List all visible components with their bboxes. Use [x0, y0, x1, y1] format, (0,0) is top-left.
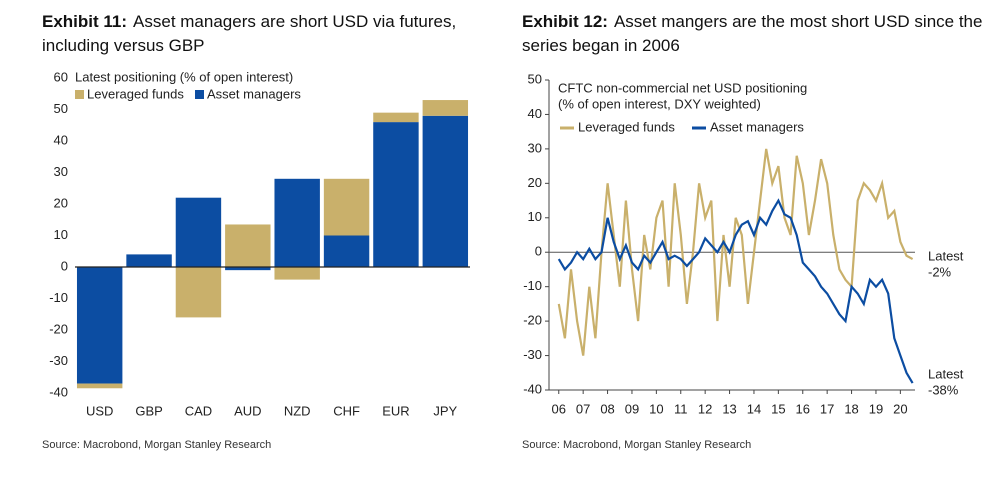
y-tick-label: -10 — [49, 290, 68, 305]
y-tick-label: -40 — [523, 381, 542, 396]
annotation: -38% — [928, 383, 959, 398]
legend-swatch — [75, 90, 84, 99]
x-tick-label: 19 — [869, 401, 883, 416]
y-tick-label: -20 — [49, 321, 68, 336]
bar — [422, 100, 469, 116]
x-tick-label: 10 — [649, 401, 663, 416]
x-tick-label: 12 — [698, 401, 712, 416]
bar — [225, 224, 271, 267]
y-tick-label: -30 — [523, 347, 542, 362]
y-tick-label: -30 — [49, 353, 68, 368]
y-tick-label: 10 — [528, 209, 542, 224]
legend-label: Leveraged funds — [578, 119, 675, 134]
line-series — [557, 148, 914, 356]
x-tick-label: 16 — [796, 401, 810, 416]
title-text: Asset mangers are the most short USD sin… — [522, 12, 983, 55]
x-tick-label: AUD — [234, 403, 261, 418]
x-tick-label: 14 — [747, 401, 761, 416]
y-tick-label: 40 — [54, 132, 68, 147]
bar — [126, 254, 172, 267]
bar — [323, 235, 370, 267]
x-tick-label: 17 — [820, 401, 834, 416]
y-tick-label: 40 — [528, 106, 542, 121]
y-tick-label: 30 — [54, 164, 68, 179]
source: Source: Macrobond, Morgan Stanley Resear… — [42, 439, 271, 451]
bar — [373, 122, 419, 267]
x-tick-label: 08 — [600, 401, 614, 416]
bar — [323, 178, 370, 236]
x-tick-label: JPY — [433, 403, 457, 418]
annotation: -2% — [928, 265, 952, 280]
annotation: Latest — [928, 367, 964, 382]
x-tick-label: CAD — [185, 403, 212, 418]
subtitle: CFTC non-commercial net USD positioning — [558, 80, 807, 95]
y-tick-label: 30 — [528, 140, 542, 155]
chart-title: Exhibit 12: Asset mangers are the most sh… — [522, 10, 987, 58]
x-tick-label: CHF — [333, 403, 360, 418]
x-tick-label: EUR — [382, 403, 409, 418]
y-tick-label: 20 — [528, 175, 542, 190]
x-tick-label: USD — [86, 403, 113, 418]
y-tick-label: -20 — [523, 313, 542, 328]
y-tick-label: -40 — [49, 384, 68, 399]
annotation: Latest — [928, 249, 964, 264]
legend-swatch — [195, 90, 204, 99]
legend-label: Asset managers — [710, 119, 804, 134]
y-tick-label: -10 — [523, 278, 542, 293]
bar — [225, 267, 271, 271]
title-label: Exhibit 11: — [42, 12, 128, 31]
bar — [175, 267, 222, 318]
x-tick-label: 11 — [674, 401, 688, 416]
legend-label: Leveraged funds — [87, 86, 184, 101]
x-tick-label: 13 — [722, 401, 736, 416]
y-tick-label: 50 — [528, 71, 542, 86]
y-tick-label: 50 — [54, 101, 68, 116]
bar — [274, 178, 320, 267]
bar — [175, 197, 222, 267]
line-series — [557, 198, 914, 384]
bar — [422, 115, 469, 267]
x-tick-label: 09 — [625, 401, 639, 416]
chart-title: Exhibit 11: Asset managers are short USD … — [42, 10, 482, 58]
subtitle: Latest positioning (% of open interest) — [75, 69, 293, 84]
bar — [76, 383, 123, 389]
y-tick-label: 0 — [61, 258, 68, 273]
bar — [76, 267, 123, 384]
y-tick-label: 10 — [54, 227, 68, 242]
subtitle: (% of open interest, DXY weighted) — [558, 96, 761, 111]
y-tick-label: 20 — [54, 195, 68, 210]
x-tick-label: 07 — [576, 401, 590, 416]
title-text: Asset managers are short USD via futures… — [42, 12, 457, 55]
bar — [274, 267, 320, 280]
y-tick-label: 0 — [535, 244, 542, 259]
x-tick-label: GBP — [135, 403, 162, 418]
bar — [373, 112, 419, 123]
y-tick-label: 60 — [54, 69, 68, 84]
x-tick-label: 18 — [844, 401, 858, 416]
x-tick-label: 06 — [552, 401, 566, 416]
legend-label: Asset managers — [207, 86, 301, 101]
source: Source: Macrobond, Morgan Stanley Resear… — [522, 439, 751, 451]
title-label: Exhibit 12: — [522, 12, 608, 31]
x-tick-label: 15 — [771, 401, 785, 416]
x-tick-label: 20 — [893, 401, 907, 416]
x-tick-label: NZD — [284, 403, 311, 418]
